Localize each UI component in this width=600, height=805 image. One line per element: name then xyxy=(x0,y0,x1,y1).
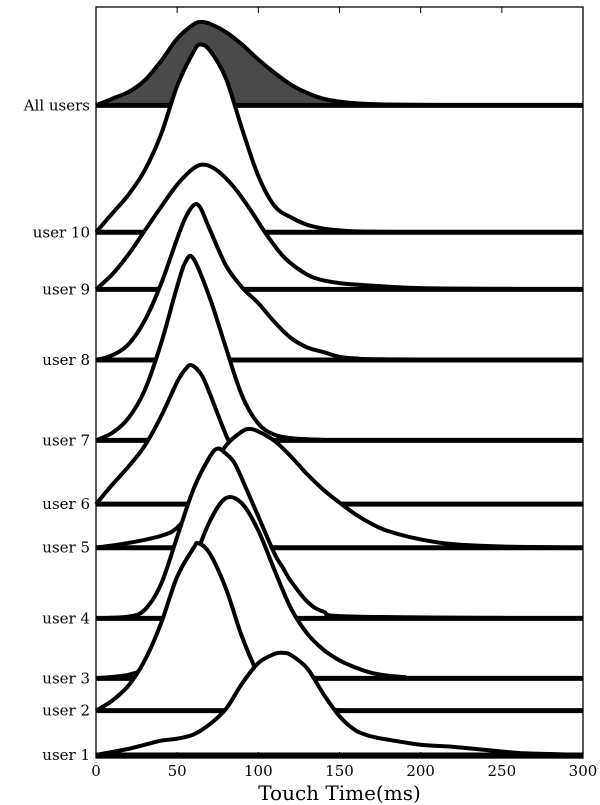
row-label-all-users: All users xyxy=(23,96,90,114)
row-label-user-5: user 5 xyxy=(42,539,90,557)
ridges-layer xyxy=(94,19,584,758)
ridge-line-user-1 xyxy=(95,650,584,757)
x-axis-title: Touch Time(ms) xyxy=(258,781,421,805)
ridge-line-user-9 xyxy=(94,162,584,292)
row-label-user-7: user 7 xyxy=(42,431,90,449)
row-label-user-6: user 6 xyxy=(42,495,90,513)
ridge-fill-user-2 xyxy=(96,542,583,711)
row-label-user-1: user 1 xyxy=(42,746,90,764)
ridge-fill-user-7 xyxy=(96,255,583,441)
ridge-user-2 xyxy=(94,540,584,714)
ridge-line-user-4 xyxy=(95,446,584,621)
x-tick-label-50: 50 xyxy=(168,762,187,780)
x-tick-label-100: 100 xyxy=(244,762,273,780)
x-tick-label-250: 250 xyxy=(488,762,517,780)
row-label-user-10: user 10 xyxy=(33,223,90,241)
row-label-user-3: user 3 xyxy=(42,669,90,687)
row-label-user-2: user 2 xyxy=(42,702,90,720)
ticks-layer: All users user 10 user 9 user 8 user 7 user 6… xyxy=(23,7,598,780)
row-label-user-4: user 4 xyxy=(42,609,90,627)
row-label-user-9: user 9 xyxy=(42,280,90,298)
ridge-fill-user-1 xyxy=(96,652,583,755)
x-tick-label-150: 150 xyxy=(325,762,354,780)
x-tick-label-200: 200 xyxy=(406,762,435,780)
x-tick-label-300: 300 xyxy=(569,762,598,780)
row-label-user-8: user 8 xyxy=(42,351,90,369)
x-tick-label-0: 0 xyxy=(91,762,101,780)
ridge-line-user-8 xyxy=(95,202,584,362)
